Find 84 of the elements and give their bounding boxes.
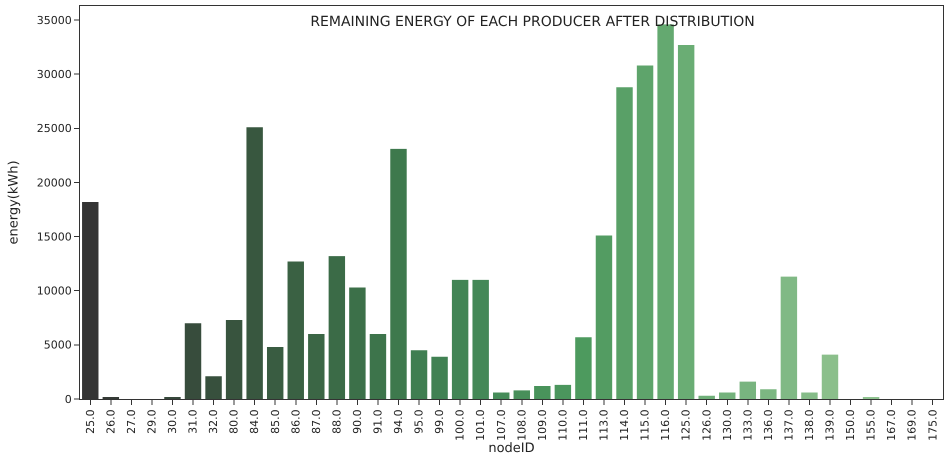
x-tick-label: 150.0 (844, 409, 858, 441)
bar (410, 350, 428, 399)
x-tick-label: 130.0 (720, 409, 734, 441)
bar (431, 356, 448, 399)
text: REMAINING ENERGY OF EACH PRODUCER AFTER DISTRIBUTION (310, 14, 755, 30)
bar (308, 334, 325, 399)
x-tick-label: 100.0 (454, 409, 467, 441)
bar (184, 323, 202, 399)
x-tick-label: 114.0 (618, 409, 632, 441)
x-tick-label: 133.0 (741, 409, 754, 441)
x-tick-label: 139.0 (824, 409, 837, 441)
x-tick-label: 91.0 (372, 409, 385, 434)
x-tick-label: 90.0 (350, 409, 364, 434)
x-tick-label: 80.0 (228, 409, 241, 434)
bar (514, 390, 530, 399)
y-tick-label: 0 (64, 392, 72, 406)
bar (226, 320, 242, 399)
x-tick-label: 110.0 (556, 409, 570, 441)
y-tick-label: 15000 (36, 230, 72, 244)
bar (390, 148, 407, 399)
x-tick-label: 94.0 (392, 409, 406, 434)
x-tick-label: 25.0 (84, 409, 97, 434)
y-tick-label: 10000 (36, 284, 72, 298)
bar (719, 392, 736, 399)
y-tick-label: 35000 (36, 14, 72, 27)
x-tick-label: 101.0 (474, 409, 488, 441)
bar (740, 382, 756, 399)
x-tick-label: 167.0 (885, 409, 898, 441)
x-tick-label: 136.0 (762, 409, 775, 441)
x-tick-label: 125.0 (680, 409, 693, 441)
bar (698, 396, 715, 399)
x-tick-label: 85.0 (268, 409, 282, 434)
y-axis-title: energy(kWh) (6, 160, 22, 245)
bar (328, 256, 346, 399)
x-tick-label: 26.0 (104, 409, 118, 434)
bar (266, 347, 284, 399)
bar (554, 384, 572, 399)
x-tick-label: 137.0 (782, 409, 796, 441)
x-tick-label: 111.0 (576, 409, 590, 441)
bar (575, 337, 592, 399)
x-tick-label: 108.0 (515, 409, 528, 441)
x-tick-label: 126.0 (700, 409, 714, 441)
bar (822, 354, 838, 399)
bar (534, 386, 551, 399)
x-tick-label: 95.0 (412, 409, 426, 434)
x-tick-label: 88.0 (330, 409, 344, 434)
bar (678, 44, 694, 399)
bar (636, 66, 654, 399)
x-tick-label: 32.0 (207, 409, 220, 434)
bar (780, 276, 798, 399)
x-tick-label: 107.0 (494, 409, 508, 441)
y-tick-label: 30000 (36, 68, 72, 82)
bar (493, 392, 510, 399)
x-tick-label: 116.0 (659, 409, 672, 441)
x-tick-label: 113.0 (598, 409, 611, 441)
x-tick-label: 155.0 (864, 409, 878, 441)
x-tick-label: 99.0 (433, 409, 446, 434)
bar (349, 287, 366, 399)
x-tick-label: 31.0 (186, 409, 200, 434)
bar (472, 280, 489, 399)
y-tick-label: 5000 (44, 338, 72, 352)
bar (596, 236, 612, 399)
bar (205, 376, 222, 399)
bar (760, 389, 777, 399)
x-axis-title: nodeID (488, 440, 535, 456)
x-tick-label: 30.0 (166, 409, 180, 434)
x-tick-label: 87.0 (310, 409, 323, 434)
bar (452, 280, 468, 399)
bar (246, 127, 263, 399)
y-tick-label: 25000 (36, 122, 72, 136)
x-tick-label: 27.0 (124, 409, 138, 434)
x-tick-label: 169.0 (906, 409, 919, 441)
x-tick-label: 86.0 (289, 409, 302, 434)
x-tick-label: 109.0 (536, 409, 549, 441)
x-tick-label: 115.0 (638, 409, 652, 441)
x-tick-label: 175.0 (926, 409, 940, 441)
y-tick-label: 20000 (36, 176, 72, 190)
x-tick-label: 84.0 (248, 409, 262, 434)
bar (288, 262, 304, 399)
x-tick-label: 29.0 (145, 409, 158, 434)
x-tick-label: 138.0 (803, 409, 816, 441)
bar (616, 87, 633, 399)
bar (370, 334, 386, 399)
bar (801, 392, 818, 399)
